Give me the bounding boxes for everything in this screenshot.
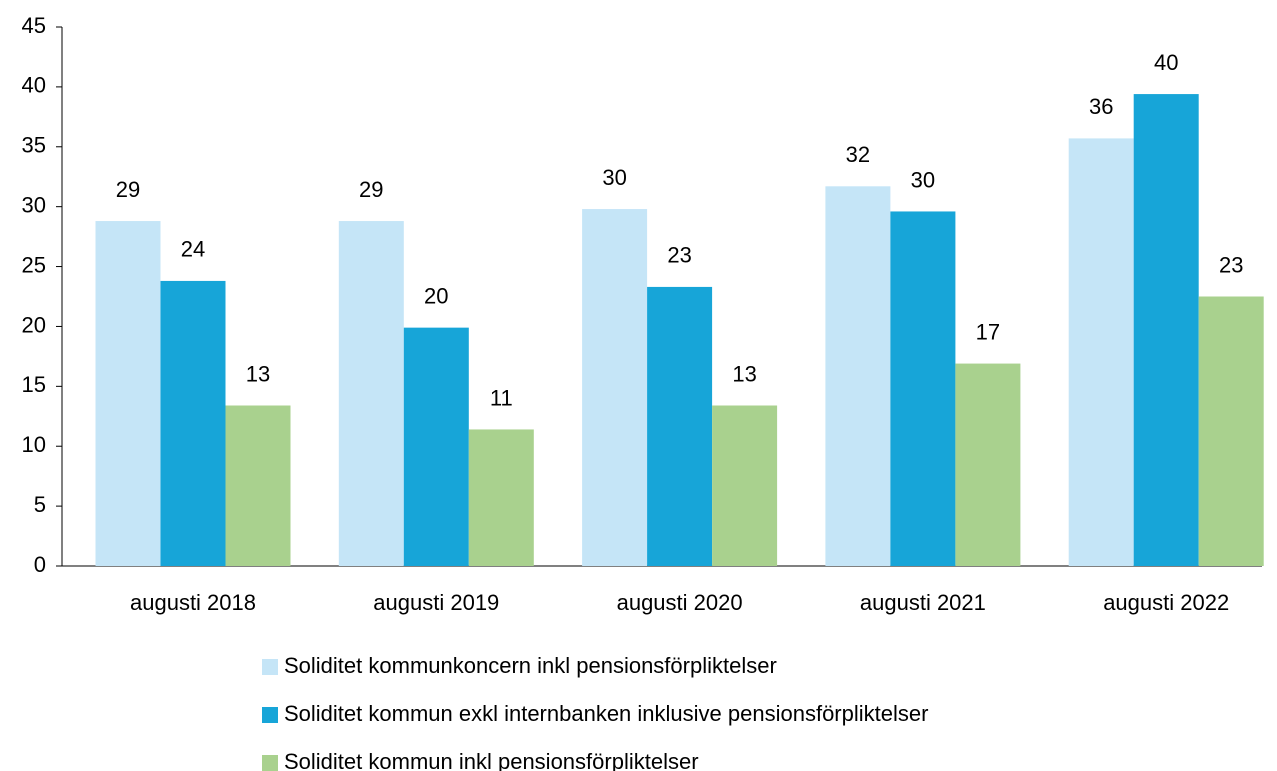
data-label: 32 — [846, 142, 870, 167]
legend-swatch — [262, 659, 278, 675]
bar — [955, 363, 1021, 566]
bar — [403, 327, 469, 566]
bar — [468, 429, 534, 566]
data-label: 13 — [732, 361, 756, 386]
y-tick-label: 45 — [22, 13, 46, 38]
bar — [890, 211, 956, 567]
data-label: 24 — [181, 237, 205, 262]
data-label: 23 — [667, 243, 691, 268]
bar — [1068, 138, 1134, 567]
data-label: 29 — [359, 177, 383, 202]
x-tick-label: augusti 2020 — [617, 590, 743, 615]
bar — [1198, 296, 1264, 566]
legend-label: Soliditet kommun exkl internbanken inklu… — [284, 701, 928, 726]
data-label: 30 — [602, 165, 626, 190]
data-label: 11 — [490, 385, 513, 410]
y-tick-label: 15 — [22, 372, 46, 397]
data-label: 20 — [424, 283, 448, 308]
data-label: 13 — [246, 361, 270, 386]
x-tick-label: augusti 2019 — [373, 590, 499, 615]
x-tick-label: augusti 2022 — [1103, 590, 1229, 615]
y-tick-label: 35 — [22, 133, 46, 158]
bar — [95, 221, 161, 567]
data-label: 40 — [1154, 50, 1178, 75]
bar — [1133, 94, 1199, 566]
y-tick-label: 0 — [34, 552, 46, 577]
y-tick-label: 10 — [22, 432, 46, 457]
bar — [338, 221, 404, 567]
y-tick-label: 20 — [22, 312, 46, 337]
x-tick-label: augusti 2018 — [130, 590, 256, 615]
data-label: 29 — [116, 177, 140, 202]
bar — [825, 186, 891, 566]
data-label: 36 — [1089, 94, 1113, 119]
bar — [225, 405, 291, 566]
data-label: 30 — [911, 167, 935, 192]
data-label: 23 — [1219, 252, 1243, 277]
x-tick-label: augusti 2021 — [860, 590, 986, 615]
data-label: 17 — [976, 319, 1000, 344]
y-tick-label: 40 — [22, 73, 46, 98]
legend-swatch — [262, 707, 278, 723]
y-tick-label: 30 — [22, 192, 46, 217]
y-tick-label: 5 — [34, 492, 46, 517]
y-tick-label: 25 — [22, 252, 46, 277]
bar — [160, 280, 226, 566]
bar — [582, 209, 648, 566]
legend-label: Soliditet kommunkoncern inkl pensionsför… — [284, 653, 777, 678]
bar — [647, 286, 713, 566]
legend-swatch — [262, 755, 278, 771]
legend-label: Soliditet kommun inkl pensionsförpliktel… — [284, 749, 699, 771]
bar — [712, 405, 778, 566]
